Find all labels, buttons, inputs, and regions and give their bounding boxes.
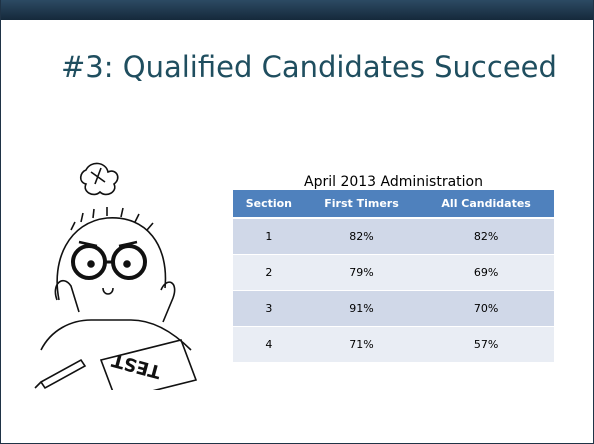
table-body: 1 82% 82% 2 79% 69% 3 91% 70% 4 71% 57% [233, 218, 554, 363]
column-header: Section [233, 190, 305, 219]
table-cell: 69% [418, 254, 554, 291]
table-row: 3 91% 70% [233, 290, 554, 327]
table-cell: 91% [304, 290, 419, 327]
column-header: First Timers [304, 190, 419, 219]
table-cell: 82% [418, 218, 554, 255]
table-row: 2 79% 69% [233, 254, 554, 291]
table-cell: 71% [304, 326, 419, 363]
header-band [1, 0, 593, 20]
table-caption: April 2013 Administration [304, 174, 483, 190]
table-row: 4 71% 57% [233, 326, 554, 363]
table-cell: 82% [304, 218, 419, 255]
table-cell: 4 [233, 326, 305, 363]
results-table: Section First Timers All Candidates 1 82% 82… [233, 190, 554, 363]
table-cell: 57% [418, 326, 554, 363]
table-row: 1 82% 82% [233, 218, 554, 255]
header-row: Section First Timers All Candidates [233, 190, 554, 219]
cartoon-student: TEST [34, 162, 198, 390]
table-cell: 2 [233, 254, 305, 291]
slide-title: #3: Qualified Candidates Succeed [61, 50, 557, 84]
table-cell: 70% [418, 290, 554, 327]
svg-text:TEST: TEST [109, 349, 163, 382]
table-cell: 3 [233, 290, 305, 327]
table-cell: 1 [233, 218, 305, 255]
column-header: All Candidates [418, 190, 554, 219]
table-cell: 79% [304, 254, 419, 291]
